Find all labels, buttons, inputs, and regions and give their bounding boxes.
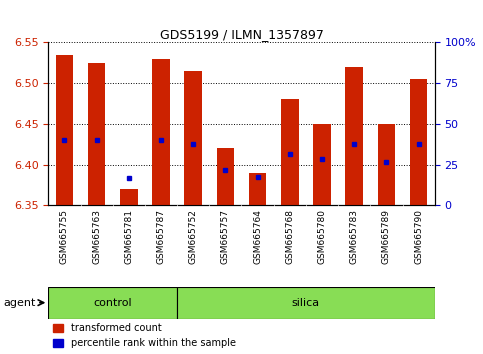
Bar <box>249 173 267 205</box>
Bar <box>410 79 427 205</box>
Bar <box>281 99 298 205</box>
Bar <box>56 55 73 205</box>
Bar <box>378 124 395 205</box>
Text: GSM665789: GSM665789 <box>382 209 391 264</box>
Text: GSM665787: GSM665787 <box>156 209 166 264</box>
Text: control: control <box>93 298 132 308</box>
Bar <box>152 59 170 205</box>
Text: GSM665763: GSM665763 <box>92 209 101 264</box>
Text: GSM665781: GSM665781 <box>124 209 133 264</box>
Text: GSM665780: GSM665780 <box>317 209 327 264</box>
Bar <box>216 148 234 205</box>
Text: GSM665755: GSM665755 <box>60 209 69 264</box>
Bar <box>48 287 177 319</box>
Bar <box>120 189 138 205</box>
Bar <box>177 287 435 319</box>
Bar <box>313 124 331 205</box>
Text: agent: agent <box>3 298 35 308</box>
Bar <box>345 67 363 205</box>
Text: GSM665757: GSM665757 <box>221 209 230 264</box>
Title: GDS5199 / ILMN_1357897: GDS5199 / ILMN_1357897 <box>159 28 324 41</box>
Bar <box>185 71 202 205</box>
Bar <box>88 63 105 205</box>
Text: GSM665764: GSM665764 <box>253 209 262 264</box>
Text: GSM665783: GSM665783 <box>350 209 359 264</box>
Legend: transformed count, percentile rank within the sample: transformed count, percentile rank withi… <box>53 324 236 348</box>
Text: GSM665790: GSM665790 <box>414 209 423 264</box>
Text: GSM665768: GSM665768 <box>285 209 294 264</box>
Text: silica: silica <box>292 298 320 308</box>
Text: GSM665752: GSM665752 <box>189 209 198 264</box>
